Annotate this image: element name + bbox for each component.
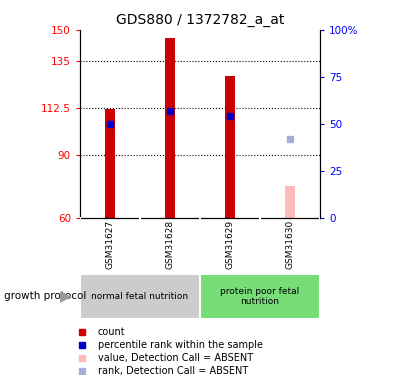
Text: rank, Detection Call = ABSENT: rank, Detection Call = ABSENT — [98, 366, 248, 375]
Text: GSM31629: GSM31629 — [226, 220, 234, 269]
Text: value, Detection Call = ABSENT: value, Detection Call = ABSENT — [98, 353, 253, 363]
Text: growth protocol: growth protocol — [4, 291, 86, 301]
Text: ▶: ▶ — [60, 289, 72, 304]
Bar — [80, 274, 200, 319]
Bar — [200, 274, 320, 319]
Text: percentile rank within the sample: percentile rank within the sample — [98, 340, 263, 350]
Text: GSM31627: GSM31627 — [106, 220, 114, 269]
Text: count: count — [98, 327, 125, 337]
Text: GSM31630: GSM31630 — [286, 220, 294, 269]
Text: protein poor fetal
nutrition: protein poor fetal nutrition — [220, 286, 300, 306]
Bar — [105, 109, 115, 217]
Text: GSM31628: GSM31628 — [166, 220, 174, 269]
Bar — [225, 76, 235, 217]
Text: normal fetal nutrition: normal fetal nutrition — [92, 292, 188, 301]
Bar — [285, 186, 295, 218]
Bar — [165, 38, 175, 218]
Text: GDS880 / 1372782_a_at: GDS880 / 1372782_a_at — [116, 13, 284, 27]
